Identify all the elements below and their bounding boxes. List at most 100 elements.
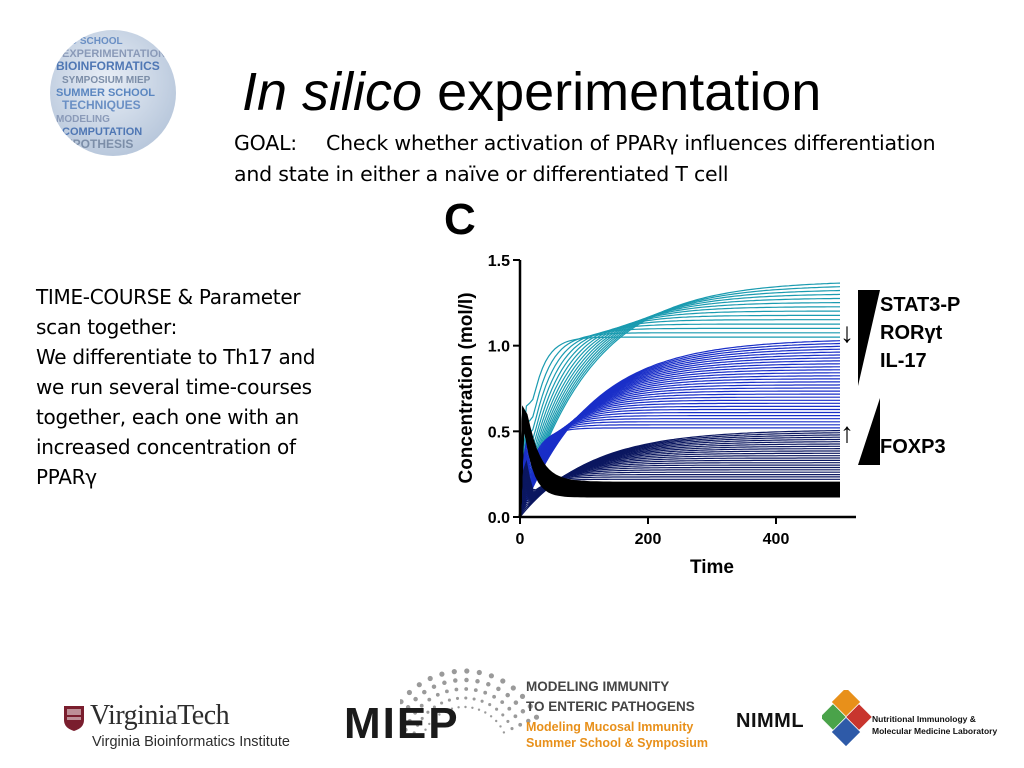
series-line xyxy=(519,340,841,518)
goal-label: GOAL: xyxy=(234,131,298,155)
miep-line2: TO ENTERIC PATHOGENS xyxy=(526,699,695,714)
arc-dot xyxy=(486,682,491,687)
virginia-tech-logo: VirginiaTech Virginia Bioinformatics Ins… xyxy=(62,700,322,756)
arc-dot xyxy=(471,706,474,709)
series-line xyxy=(519,306,840,511)
sphere-word: BIOINFORMATICS xyxy=(56,59,160,73)
sphere-word: SUMMER SCHOOL xyxy=(56,87,155,99)
arc-dot xyxy=(499,725,502,728)
arc-dot xyxy=(454,687,459,692)
arc-dot xyxy=(445,689,449,694)
miep-logo: MIEP MODELING IMMUNITY TO ENTERIC PATHOG… xyxy=(340,655,720,755)
arc-dot xyxy=(510,727,514,731)
series-line xyxy=(519,301,840,512)
arc-dot xyxy=(489,715,493,718)
arc-dot xyxy=(464,687,469,691)
description-line: TIME-COURSE & Parameter xyxy=(36,285,301,309)
arc-dot xyxy=(405,705,411,710)
series-line xyxy=(518,405,840,518)
miep-line4: Summer School & Symposium xyxy=(526,736,708,750)
panel-label: C xyxy=(444,195,476,244)
arc-dot xyxy=(440,701,444,705)
arc-dot xyxy=(464,677,469,683)
arc-dot xyxy=(447,698,451,702)
arc-dot xyxy=(519,693,526,699)
arc-dot xyxy=(476,669,482,676)
arc-dot xyxy=(444,709,447,713)
nimml-word: NIMML xyxy=(736,710,805,732)
arc-dot xyxy=(400,699,404,705)
description-text: TIME-COURSE & Parameter scan together: W… xyxy=(36,282,356,492)
series-line xyxy=(519,327,840,505)
arc-dot xyxy=(432,717,436,720)
arc-dot xyxy=(413,696,418,702)
chart-svg: C 0.0 0.5 1.0 1.5 0 200 400 Time Concentration… xyxy=(444,195,960,578)
sphere-word: SYMPOSIUM MIEP xyxy=(62,75,151,86)
series-line xyxy=(518,419,840,518)
arc-dot xyxy=(442,680,447,686)
annot-foxp3: FOXP3 xyxy=(880,436,946,458)
arc-dot xyxy=(483,690,488,695)
arc-dot xyxy=(421,734,424,738)
chart: C 0.0 0.5 1.0 1.5 0 200 400 Time Concentration… xyxy=(440,190,980,590)
series-line xyxy=(519,314,840,508)
x-axis-label: Time xyxy=(690,557,734,578)
goal-text: GOAL: Check whether activation of PPARγ i… xyxy=(234,128,994,190)
description-line: increased concentration of xyxy=(36,435,296,459)
series-line xyxy=(519,469,840,506)
description-line: we run several time-courses xyxy=(36,375,312,399)
series-line xyxy=(519,424,840,503)
arc-dot xyxy=(427,697,432,702)
goal-line1: Check whether activation of PPARγ influe… xyxy=(326,131,936,155)
arc-dot xyxy=(500,678,506,684)
sphere-word: MODELING xyxy=(56,114,110,125)
nimml-logo: NIMML Nutritional Immunology & Molecular… xyxy=(736,690,997,754)
ticks-group: 0.0 0.5 1.0 1.5 0 200 400 xyxy=(488,253,790,548)
arc-dot xyxy=(464,696,468,700)
arrow-down-icon: ↓ xyxy=(840,317,854,348)
arc-dot xyxy=(501,713,505,717)
vt-subtitle: Virginia Bioinformatics Institute xyxy=(92,734,290,750)
y-axis-label: Concentration (mol/l) xyxy=(456,292,477,483)
sphere-word: TECHNIQUES xyxy=(62,98,141,112)
arc-dot xyxy=(406,689,412,696)
annot-rorgt: RORγt xyxy=(880,322,943,344)
arc-dot xyxy=(426,710,430,714)
arc-dot xyxy=(451,669,457,675)
arc-dot xyxy=(492,694,496,699)
arc-dot xyxy=(495,707,499,711)
arc-dot xyxy=(438,713,441,716)
arc-dot xyxy=(419,703,424,708)
miep-line3: Modeling Mucosal Immunity xyxy=(526,720,694,734)
x-tick-label: 400 xyxy=(763,531,790,548)
miep-word: MIEP xyxy=(344,699,460,748)
series-line xyxy=(519,336,840,503)
arc-dot xyxy=(513,700,519,705)
series-line xyxy=(519,415,840,505)
arc-dot xyxy=(432,705,436,709)
arc-dot xyxy=(480,699,484,703)
arc-dot xyxy=(464,668,470,674)
arc-dot xyxy=(457,706,460,709)
arc-dot xyxy=(455,696,460,700)
arc-dot xyxy=(424,728,427,731)
arc-dot xyxy=(510,685,516,691)
description-line: scan together: xyxy=(36,315,178,339)
title-italic: In silico xyxy=(242,62,423,122)
series-line xyxy=(519,418,840,504)
arc-dot xyxy=(422,689,427,695)
arc-dot xyxy=(488,703,492,707)
series-line xyxy=(519,323,840,506)
arc-dot xyxy=(496,686,501,692)
arc-dot xyxy=(464,705,467,709)
description-line: We differentiate to Th17 and xyxy=(36,345,316,369)
arc-dot xyxy=(475,679,480,684)
series-group xyxy=(518,282,841,518)
arrow-up-icon: ↑ xyxy=(840,417,854,448)
vt-shield-icon xyxy=(64,706,84,731)
sphere-word: EXPERIMENTATION xyxy=(62,48,166,60)
arc-dot xyxy=(518,722,523,727)
arc-dot xyxy=(407,719,412,723)
